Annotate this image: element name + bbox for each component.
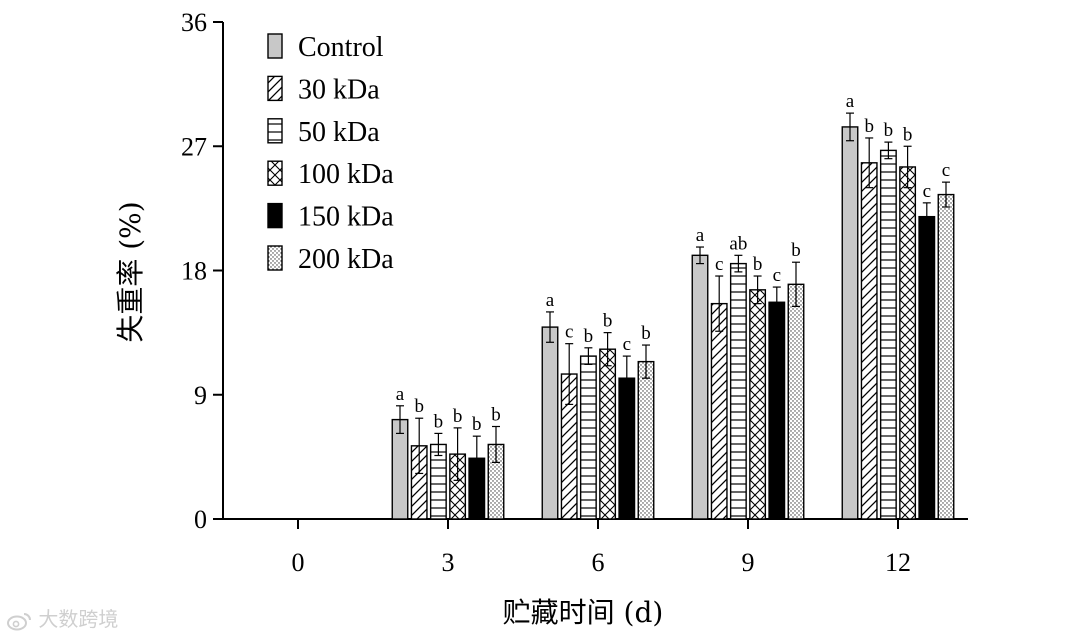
significance-label: a bbox=[546, 290, 555, 311]
legend-swatch bbox=[267, 33, 283, 59]
bar bbox=[579, 355, 597, 520]
bar bbox=[691, 254, 709, 520]
x-tick-label: 3 bbox=[442, 548, 455, 577]
bar bbox=[391, 418, 409, 520]
y-axis-title: 失重率 (%) bbox=[114, 201, 147, 342]
y-tick-label: 27 bbox=[181, 132, 207, 161]
significance-label: b bbox=[753, 254, 763, 275]
significance-label: b bbox=[641, 323, 651, 344]
bar bbox=[841, 126, 859, 520]
bar bbox=[710, 302, 728, 520]
legend-label: 200 kDa bbox=[298, 244, 394, 275]
bar bbox=[860, 162, 878, 520]
legend-swatch bbox=[267, 160, 283, 186]
significance-label: b bbox=[903, 124, 913, 145]
significance-label: b bbox=[884, 120, 894, 141]
y-tick-label: 9 bbox=[194, 381, 207, 410]
bar bbox=[918, 215, 936, 520]
y-tick-label: 0 bbox=[194, 505, 207, 534]
significance-label: c bbox=[715, 254, 723, 275]
bar bbox=[749, 289, 767, 520]
legend-swatch bbox=[267, 245, 283, 271]
significance-label: b bbox=[453, 406, 463, 427]
legend-label: 100 kDa bbox=[298, 159, 394, 190]
x-tick-label: 0 bbox=[292, 548, 305, 577]
bar bbox=[899, 166, 917, 520]
significance-label: b bbox=[491, 405, 501, 426]
bar bbox=[599, 348, 617, 520]
significance-label: c bbox=[623, 334, 631, 355]
bar bbox=[541, 326, 559, 520]
significance-label: c bbox=[942, 160, 950, 181]
significance-label: ab bbox=[729, 233, 747, 254]
bar bbox=[787, 283, 805, 520]
legend-swatch bbox=[267, 75, 283, 102]
x-tick-label: 12 bbox=[885, 548, 911, 577]
legend-label: 50 kDa bbox=[298, 117, 380, 148]
weibo-logo-icon bbox=[7, 612, 31, 630]
legend-label: 30 kDa bbox=[298, 74, 380, 105]
significance-label: b bbox=[791, 240, 801, 261]
bar bbox=[637, 360, 655, 520]
legend-label: Control bbox=[298, 32, 384, 63]
significance-label: a bbox=[396, 384, 405, 405]
bar bbox=[937, 193, 955, 520]
legend: Control 30 kDa 50 kDa 100 kDa 150 kDa 200 kDa bbox=[267, 32, 394, 275]
y-tick-label: 18 bbox=[181, 257, 207, 286]
bar bbox=[879, 149, 897, 520]
y-tick-label: 36 bbox=[181, 8, 207, 37]
significance-label: b bbox=[864, 116, 874, 137]
x-tick-label: 6 bbox=[592, 548, 605, 577]
significance-label: b bbox=[414, 396, 424, 417]
watermark-text: 大数跨境 bbox=[38, 607, 119, 631]
x-axis-title: 贮藏时间 (d) bbox=[503, 596, 664, 629]
watermark: 大数跨境 bbox=[6, 603, 118, 632]
significance-label: b bbox=[603, 311, 613, 332]
significance-label: a bbox=[696, 225, 705, 246]
significance-label: c bbox=[565, 322, 573, 343]
significance-label: b bbox=[584, 326, 594, 347]
legend-swatch bbox=[267, 118, 283, 144]
significance-label: c bbox=[773, 265, 781, 286]
significance-label: b bbox=[434, 411, 444, 432]
significance-label: b bbox=[472, 414, 482, 435]
significance-label: c bbox=[923, 181, 931, 202]
legend-label: 150 kDa bbox=[298, 202, 394, 233]
bar bbox=[768, 301, 786, 520]
significance-label: a bbox=[846, 91, 855, 112]
legend-swatch bbox=[267, 202, 283, 229]
x-tick-label: 9 bbox=[742, 548, 755, 577]
bar bbox=[729, 262, 747, 520]
